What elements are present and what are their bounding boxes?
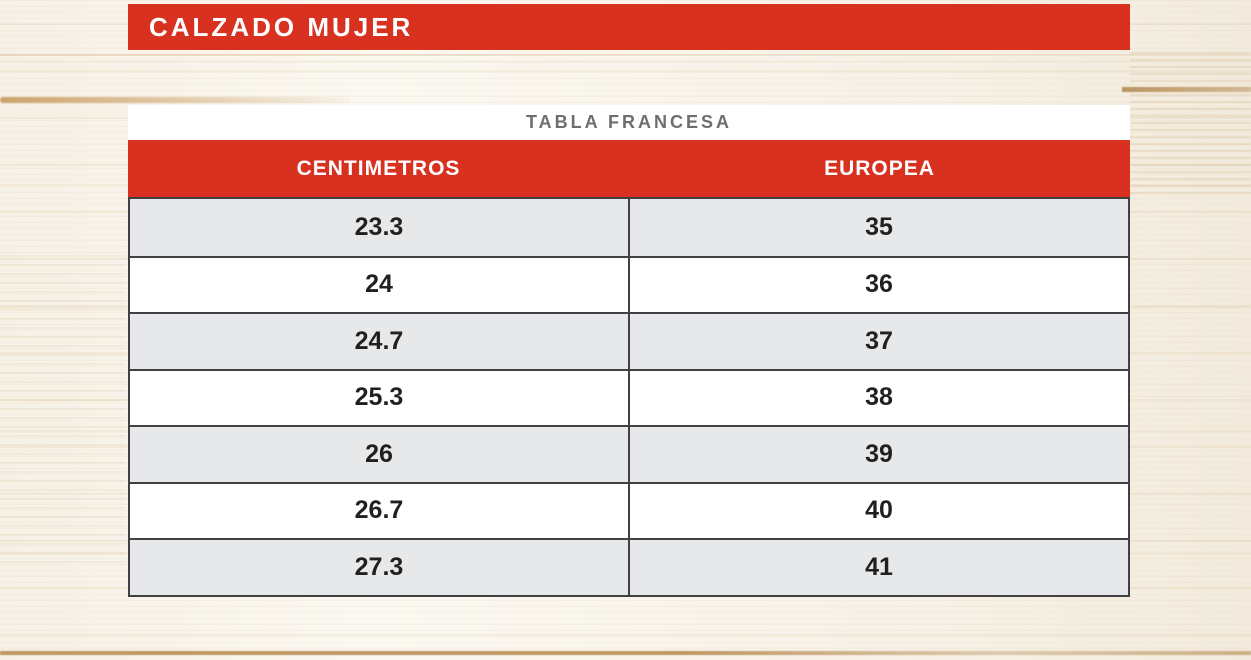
table-row: 27.3 41: [130, 538, 1128, 595]
cell-europea: 38: [865, 383, 893, 412]
cell-europea: 39: [865, 439, 893, 468]
wood-grain-streak: [1122, 87, 1251, 92]
table-row: 26 39: [130, 425, 1128, 482]
wood-grain-streak: [0, 54, 1251, 56]
cell-centimetros: 24: [130, 257, 630, 312]
cell-europea: 37: [865, 326, 893, 355]
wood-grain-streak: [0, 651, 1251, 655]
table-body: 23.3 35 24 36 24.7 37 25.3 38 26 39 26.7…: [128, 197, 1130, 597]
table-row: 25.3 38: [130, 368, 1128, 425]
cell-centimetros: 27.3: [130, 540, 630, 595]
column-header-centimetros: CENTIMETROS: [296, 156, 461, 180]
table-row: 23.3 35: [130, 199, 1128, 256]
table-row: 24 36: [130, 255, 1128, 312]
shoe-size-table: TABLA FRANCESA CENTIMETROS EUROPEA 23.3 …: [128, 105, 1130, 597]
table-title: TABLA FRANCESA: [128, 105, 1130, 140]
cell-centimetros: 26: [130, 427, 630, 482]
table-row: 26.7 40: [130, 481, 1128, 538]
table-row: 24.7 37: [130, 312, 1128, 369]
cell-centimetros: 25.3: [130, 370, 630, 425]
wood-grain-streak: [0, 97, 350, 103]
wood-grain-texture: [1130, 52, 1251, 197]
cell-europea: 35: [865, 212, 893, 241]
column-header-europea: EUROPEA: [824, 156, 935, 180]
wood-grain-texture: [0, 255, 126, 565]
table-header-row: CENTIMETROS EUROPEA: [128, 140, 1130, 197]
cell-centimetros: 26.7: [130, 483, 630, 538]
cell-centimetros: 24.7: [130, 314, 630, 369]
cell-centimetros: 23.3: [130, 199, 630, 256]
cell-europea: 40: [865, 496, 893, 525]
page-title: CALZADO MUJER: [128, 4, 1130, 50]
cell-europea: 41: [865, 552, 893, 581]
cell-europea: 36: [865, 270, 893, 299]
